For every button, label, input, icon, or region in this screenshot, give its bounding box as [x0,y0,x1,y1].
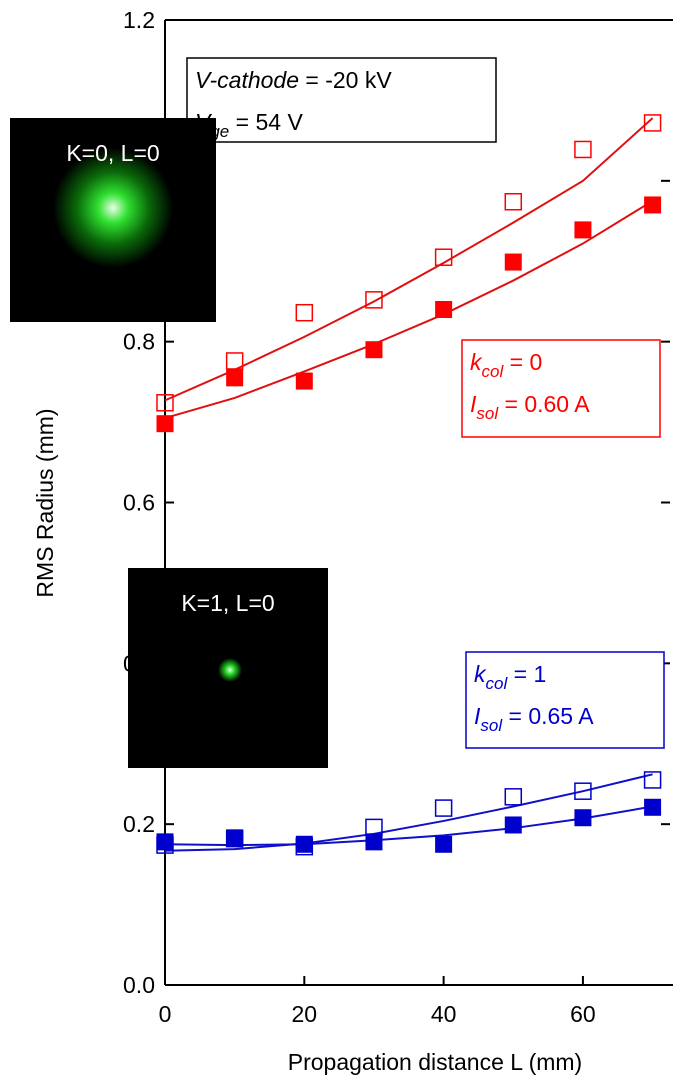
filled-marker [505,254,522,271]
annotation-part: = 0.65 A [502,703,594,729]
filled-marker [296,373,313,390]
chart: 0.00.20.40.60.81.01.20204060 V-cathode =… [0,0,673,1083]
open-marker [505,194,521,210]
open-marker [366,292,382,308]
inset-spot [218,658,242,682]
filled-marker [644,799,661,816]
filled-marker [435,301,452,318]
x-tick-label: 40 [431,1001,457,1027]
y-axis-label: RMS Radius (mm) [32,408,58,597]
inset-label: K=1, L=0 [181,590,274,616]
filled-marker [157,415,174,432]
filled-marker [226,369,243,386]
open-marker [296,305,312,321]
annotation-part: sol [480,716,503,735]
y-tick-label: 0.0 [123,972,155,998]
y-tick-label: 0.8 [123,329,155,355]
annotation-part: = 0 [503,349,542,375]
filled-marker [296,836,313,853]
filled-marker [574,221,591,238]
y-tick-label: 0.6 [123,490,155,516]
y-tick-label: 1.2 [123,7,155,33]
filled-marker [574,809,591,826]
x-tick-label: 0 [159,1001,172,1027]
annotation-part: = -20 kV [299,67,392,93]
annotation-text: V-cathode = -20 kV [195,67,392,93]
open-marker [505,789,521,805]
x-axis-label: Propagation distance L (mm) [288,1049,582,1075]
x-tick-label: 60 [570,1001,596,1027]
annotation-part: V-cathode [195,67,299,93]
y-tick-label: 0.2 [123,811,155,837]
x-tick-label: 20 [292,1001,318,1027]
open-marker [436,800,452,816]
annotation-part: = 1 [507,661,546,687]
filled-marker [157,833,174,850]
annotation-part: col [482,362,505,381]
filled-marker [365,341,382,358]
annotation-part: = 0.60 A [498,391,590,417]
filled-marker [365,833,382,850]
open-marker [575,141,591,157]
filled-marker [435,836,452,853]
annotation-part: col [486,674,509,693]
filled-marker [226,829,243,846]
annotation-part: sol [476,404,499,423]
filled-marker [505,816,522,833]
filled-marker [644,196,661,213]
annotation-part: = 54 V [229,109,303,135]
inset-label: K=0, L=0 [66,140,159,166]
inset-spot [53,148,173,268]
